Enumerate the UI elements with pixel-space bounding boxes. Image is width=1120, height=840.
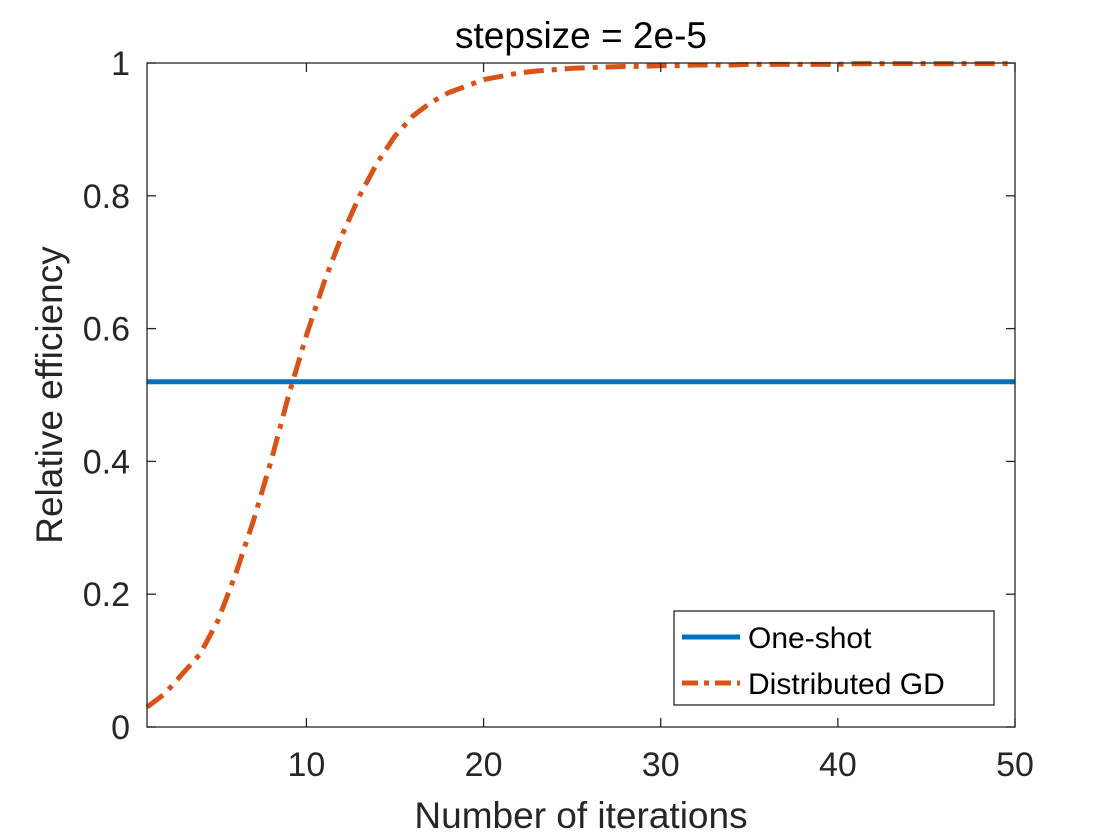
x-tick-label-40: 40 xyxy=(819,746,857,784)
legend: One-shot Distributed GD xyxy=(673,610,995,706)
y-tick-label-2: 0.4 xyxy=(83,443,130,481)
axes-frame xyxy=(146,62,1016,728)
y-axis-title: Relative efficiency xyxy=(29,246,70,544)
series-layer xyxy=(145,61,1015,710)
axes-box xyxy=(146,62,1016,728)
series-line-2 xyxy=(145,61,1015,710)
x-tick-label-10: 10 xyxy=(288,746,326,784)
legend-label-1: One-shot xyxy=(748,622,872,655)
ticks xyxy=(147,62,1016,728)
x-tick-label-50: 50 xyxy=(996,746,1034,784)
legend-box xyxy=(673,610,995,706)
y-tick-label-0: 0 xyxy=(111,709,130,747)
y-tick-label-5: 1 xyxy=(111,45,130,83)
y-tick-label-3: 0.6 xyxy=(83,311,130,349)
x-tick-label-30: 30 xyxy=(642,746,680,784)
chart-title: stepsize = 2e-5 xyxy=(455,15,707,56)
x-axis-title: Number of iterations xyxy=(414,795,747,836)
y-tick-label-1: 0.2 xyxy=(83,576,130,614)
y-tick-label-4: 0.8 xyxy=(83,178,130,216)
tick-labels: 10 20 30 40 50 0 0.2 0.4 0.6 0.8 1 xyxy=(83,45,1034,784)
x-tick-label-20: 20 xyxy=(465,746,503,784)
legend-label-2: Distributed GD xyxy=(748,668,945,701)
